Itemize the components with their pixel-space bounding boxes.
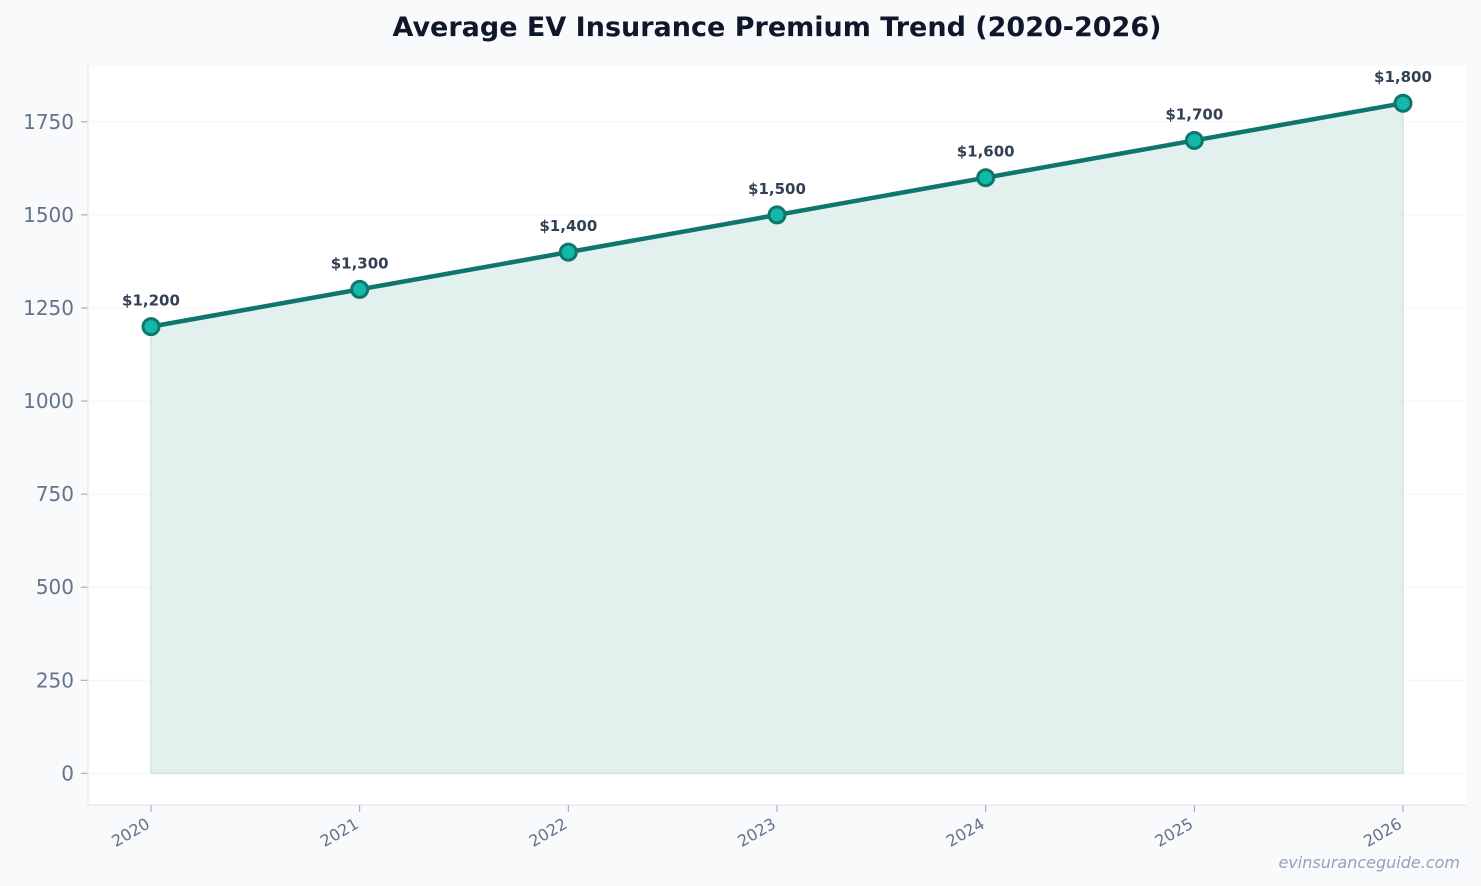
data-label: $1,600 [957, 143, 1015, 161]
data-point [1184, 130, 1204, 150]
data-point [141, 317, 161, 337]
data-label: $1,800 [1374, 68, 1432, 86]
y-tick-label: 500 [36, 575, 74, 599]
y-tick-label: 750 [36, 482, 74, 506]
data-label: $1,200 [122, 292, 180, 310]
data-label: $1,500 [748, 180, 806, 198]
watermark: evinsuranceguide.com [1278, 853, 1460, 872]
data-label: $1,400 [539, 217, 597, 235]
y-tick-label: 0 [61, 761, 74, 785]
data-label: $1,300 [331, 254, 389, 272]
data-point [767, 205, 787, 225]
y-tick-label: 1750 [23, 110, 74, 134]
data-label: $1,700 [1165, 105, 1223, 123]
y-tick-label: 1250 [23, 296, 74, 320]
x-tick-label: 2024 [943, 814, 988, 851]
y-tick-label: 1000 [23, 389, 74, 413]
y-tick-label: 250 [36, 668, 74, 692]
data-point [350, 279, 370, 299]
data-point [976, 168, 996, 188]
data-point [1393, 93, 1413, 113]
chart-title: Average EV Insurance Premium Trend (2020… [393, 12, 1162, 43]
x-tick-label: 2021 [317, 814, 362, 851]
label-layer: $1,200 $1,300 $1,400 $1,500 $1,600 $1,700 $1,8… [122, 68, 1432, 309]
marker-layer [141, 93, 1413, 337]
data-point [558, 242, 578, 262]
x-tick-label: 2023 [734, 814, 779, 851]
x-tick-label: 2020 [108, 814, 153, 851]
x-tick-label: 2022 [526, 814, 571, 851]
y-tick-label: 1500 [23, 203, 74, 227]
x-tick-label: 2026 [1360, 814, 1405, 851]
x-tick-label: 2025 [1152, 814, 1197, 851]
